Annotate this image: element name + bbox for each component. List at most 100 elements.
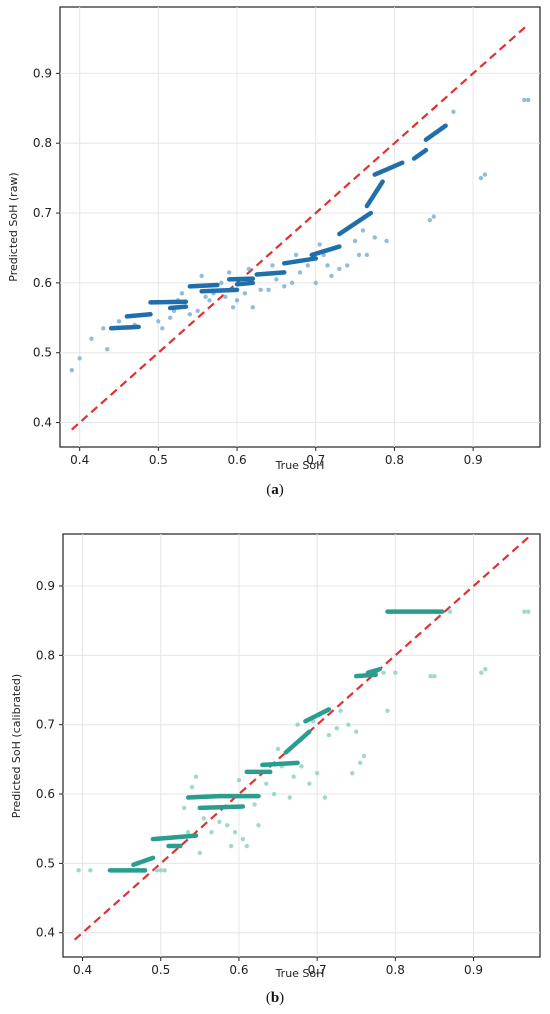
- scatter-point: [156, 319, 161, 324]
- x-tick-label: 0.6: [229, 963, 248, 977]
- dense-point-cluster: [131, 855, 156, 868]
- x-axis-label-b: True SoH: [275, 967, 325, 980]
- scatter-point: [326, 732, 332, 738]
- dense-point-cluster: [337, 210, 374, 237]
- dense-point-cluster: [124, 312, 153, 319]
- scatter-point: [252, 802, 257, 807]
- scatter-point: [250, 305, 255, 310]
- scatter-point: [322, 795, 328, 800]
- y-tick-label: 0.8: [36, 648, 55, 662]
- y-tick-label: 0.6: [36, 787, 55, 801]
- scatter-point: [356, 252, 362, 258]
- scatter-point: [89, 336, 94, 341]
- scatter-point: [478, 175, 484, 181]
- scatter-point: [432, 673, 437, 679]
- scatter-points-b: [76, 609, 531, 873]
- scatter-point: [325, 263, 330, 268]
- scatter-point: [305, 263, 311, 268]
- x-tick-label: 0.6: [228, 453, 247, 467]
- chart-panel-b: 0.4 0.5 0.6 0.7 0.8 0.9 0.4 0.5 0.6 0.7 0.8 0.9 Tr…: [10, 533, 541, 980]
- scatter-point: [313, 280, 318, 286]
- scatter-point: [381, 670, 386, 675]
- dense-point-cluster: [185, 793, 222, 800]
- dense-point-cluster: [353, 672, 379, 679]
- scatter-point: [385, 708, 390, 714]
- y-tick-label: 0.5: [33, 346, 52, 360]
- dense-point-cluster: [423, 123, 448, 142]
- x-tick-label: 0.4: [73, 963, 92, 977]
- scatter-point: [187, 312, 193, 317]
- scatter-point: [154, 868, 160, 873]
- scatter-point: [384, 238, 389, 244]
- scatter-point: [354, 729, 359, 734]
- dense-point-cluster: [260, 760, 300, 768]
- scatter-point: [345, 263, 350, 268]
- x-tick-label: 0.4: [70, 453, 89, 467]
- scatter-point: [246, 266, 252, 272]
- scatter-point: [297, 270, 303, 275]
- scatter-point: [234, 298, 240, 303]
- scatter-point: [274, 277, 279, 282]
- caption-label-b: b: [270, 990, 280, 1006]
- scatter-point: [182, 805, 187, 811]
- scatter-point: [240, 836, 246, 842]
- scatter-point: [230, 305, 236, 310]
- scatter-point: [189, 784, 195, 790]
- scatter-point: [88, 868, 93, 873]
- ideal-fit-line: [71, 23, 529, 431]
- scatter-point: [289, 280, 295, 286]
- x-tick-label: 0.8: [386, 963, 405, 977]
- scatter-point: [162, 868, 167, 873]
- dense-point-cluster: [309, 244, 342, 258]
- scatter-point: [271, 791, 277, 797]
- scatter-point: [101, 326, 106, 331]
- scatter-point: [185, 829, 191, 835]
- scatter-point: [352, 238, 358, 244]
- scatter-point: [270, 263, 275, 268]
- scatter-point: [287, 795, 292, 800]
- scatter-point: [525, 97, 531, 103]
- scatter-point: [209, 829, 214, 835]
- scatter-point: [334, 725, 339, 731]
- dense-point-cluster: [167, 304, 189, 311]
- scatter-point: [195, 308, 200, 314]
- x-tick-label: 0.7: [308, 963, 327, 977]
- scatter-point: [242, 291, 248, 296]
- scatter-point: [329, 273, 334, 279]
- scatter-point: [314, 771, 320, 776]
- scatter-point: [317, 242, 322, 247]
- scatter-point: [372, 235, 377, 240]
- caption-b: (b): [265, 990, 285, 1006]
- scatter-point: [244, 843, 249, 849]
- caption-a: (a): [266, 482, 284, 498]
- scatter-point: [293, 252, 299, 258]
- scatter-point: [275, 746, 281, 752]
- scatter-point: [431, 214, 436, 219]
- x-tick-label: 0.9: [464, 453, 483, 467]
- dense-point-cluster: [282, 256, 318, 266]
- y-axis-label-b: Predicted SoH (calibrated): [10, 674, 23, 818]
- x-tick-label: 0.7: [306, 453, 325, 467]
- scatter-point: [350, 771, 355, 776]
- scatter-point: [264, 781, 269, 786]
- scatter-point: [483, 667, 488, 672]
- y-tick-label: 0.8: [33, 136, 52, 150]
- scatter-point: [482, 172, 488, 177]
- scatter-point: [258, 287, 263, 293]
- y-tick-label: 0.9: [36, 579, 55, 593]
- x-tick-label: 0.9: [464, 963, 483, 977]
- scatter-point: [364, 252, 370, 258]
- grid-a: [60, 7, 540, 447]
- scatter-point: [291, 774, 296, 779]
- scatter-point: [428, 673, 433, 679]
- y-tick-label: 0.6: [33, 276, 52, 290]
- scatter-point: [69, 367, 75, 373]
- scatter-point: [116, 319, 122, 324]
- scatter-point: [357, 760, 363, 766]
- dense-point-cluster: [234, 280, 256, 287]
- y-tick-labels-a: 0.4 0.5 0.6 0.7 0.8 0.9: [33, 66, 60, 430]
- dense-point-cluster: [187, 282, 220, 289]
- scatter-point: [526, 609, 531, 614]
- scatter-point: [219, 280, 224, 286]
- scatter-point: [228, 843, 234, 849]
